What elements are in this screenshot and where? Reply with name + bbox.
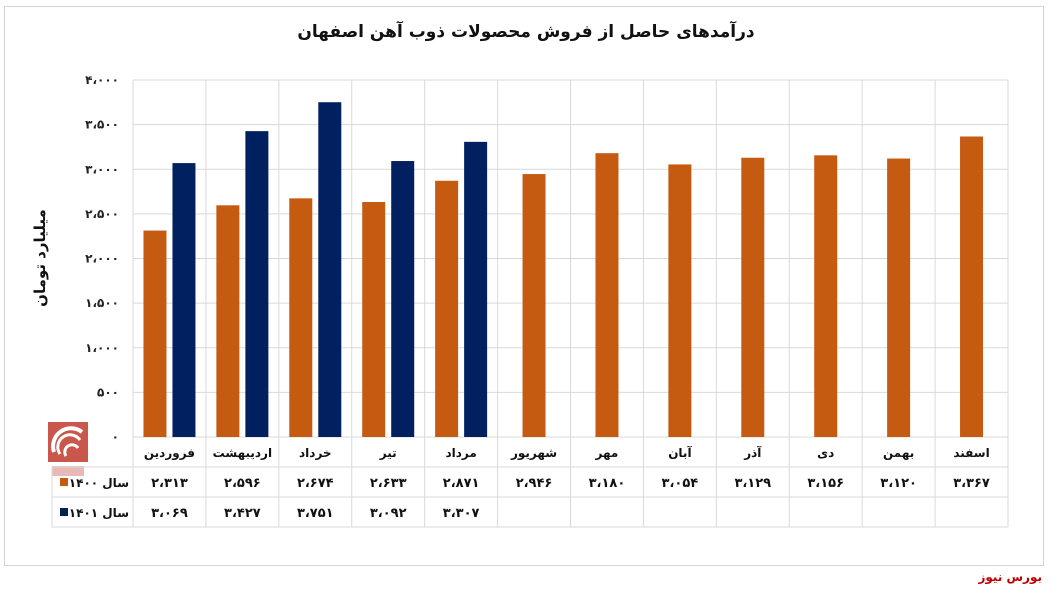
y-tick-label: ۴،۰۰۰ <box>85 73 119 87</box>
chart-title: درآمدهای حاصل از فروش محصولات ذوب آهن اص… <box>297 22 755 42</box>
x-tick-label: خرداد <box>299 446 332 460</box>
data-table-cell: ۳،۰۵۴ <box>662 476 699 491</box>
data-table-cell: ۳،۱۸۰ <box>589 476 626 491</box>
bar <box>741 157 765 437</box>
x-tick-label: فروردین <box>144 446 195 461</box>
x-tick-label: بهمن <box>883 446 914 460</box>
bar <box>522 174 546 437</box>
x-tick-label: آبان <box>668 445 692 460</box>
bar <box>391 161 415 437</box>
bar <box>668 164 692 438</box>
data-table-cell: ۲،۸۷۱ <box>443 476 480 491</box>
data-table-cell: ۳،۳۶۷ <box>953 476 990 491</box>
data-table-cell: ۳،۰۹۲ <box>370 506 407 521</box>
legend-label: سال ۱۴۰۱ <box>69 506 129 520</box>
bar <box>435 180 459 437</box>
data-table-cell: ۳،۷۵۱ <box>297 506 334 521</box>
y-tick-label: ۱،۰۰۰ <box>85 341 119 355</box>
y-tick-label: ۰ <box>112 430 119 444</box>
bar <box>960 136 984 438</box>
x-tick-label: آذر <box>743 445 762 460</box>
data-table-cell: ۳،۳۰۷ <box>443 506 480 521</box>
data-table-cell: ۳،۱۵۶ <box>807 476 844 491</box>
bar <box>464 141 488 437</box>
bar <box>362 202 386 437</box>
y-tick-label: ۳،۰۰۰ <box>85 162 119 176</box>
x-tick-label: مرداد <box>445 446 476 460</box>
source-label: بورس نیوز <box>978 570 1042 584</box>
bar <box>143 230 167 437</box>
bar <box>172 163 196 438</box>
bar <box>245 131 269 437</box>
logo-image <box>48 422 88 476</box>
y-tick-label: ۲،۵۰۰ <box>85 207 119 221</box>
bar <box>814 155 838 437</box>
x-tick-label: دی <box>817 446 834 460</box>
bar <box>318 102 342 437</box>
data-table-cell: ۲،۵۹۶ <box>224 476 261 491</box>
data-table-cell: ۳،۴۲۷ <box>224 506 261 521</box>
bar <box>887 158 911 438</box>
data-table-cell: ۲،۹۴۶ <box>516 476 553 491</box>
x-tick-label: تیر <box>379 446 397 460</box>
x-tick-label: اسفند <box>953 446 989 460</box>
bar <box>216 205 240 437</box>
bar <box>289 198 313 437</box>
legend-label: سال ۱۴۰۰ <box>69 476 129 490</box>
y-tick-label: ۲،۰۰۰ <box>85 252 119 266</box>
data-table-cell: ۳،۱۲۰ <box>880 476 917 491</box>
data-table-cell: ۲،۶۳۳ <box>370 476 407 491</box>
x-tick-label: مهر <box>595 446 619 460</box>
x-tick-label: شهریور <box>510 446 557 461</box>
y-tick-label: ۵۰۰ <box>97 385 119 399</box>
legend-swatch <box>60 508 68 516</box>
data-table-cell: ۳،۱۲۹ <box>734 476 771 491</box>
y-tick-label: ۱،۵۰۰ <box>85 296 119 310</box>
data-table-cell: ۳،۰۶۹ <box>151 506 188 521</box>
data-table-cell: ۲،۳۱۳ <box>151 476 188 491</box>
x-tick-label: اردیبهشت <box>213 446 272 460</box>
data-table-cell: ۲،۶۷۴ <box>297 476 334 491</box>
y-tick-label: ۳،۵۰۰ <box>85 118 119 132</box>
bar <box>595 153 619 437</box>
legend-swatch <box>60 478 68 486</box>
